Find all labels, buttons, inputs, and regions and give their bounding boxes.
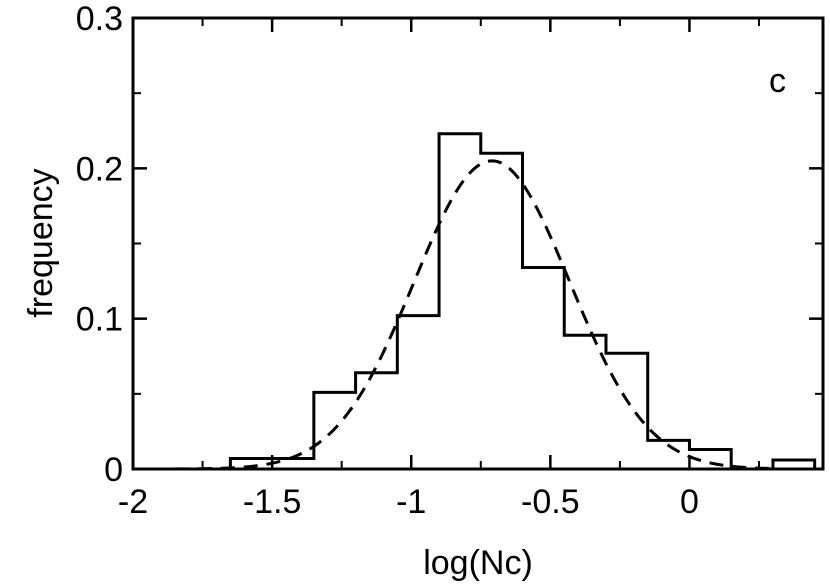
gaussian-fit-curve — [174, 159, 773, 471]
y-tick-label: 0.3 — [76, 0, 123, 38]
y-axis-label: frequency — [22, 168, 60, 317]
x-tick-label: -2 — [118, 483, 148, 521]
histogram-steps — [228, 132, 817, 471]
x-axis-label: log(Nc) — [423, 544, 533, 582]
x-axis-ticks: -2 -1.5 -1 -0.5 0 — [118, 18, 761, 521]
y-tick-label: 0.1 — [76, 301, 123, 339]
plot-frame — [131, 16, 825, 471]
x-tick-label: -0.5 — [521, 483, 580, 521]
y-tick-label: 0 — [104, 451, 123, 489]
x-tick-label: 0 — [680, 483, 699, 521]
panel-label: c — [769, 62, 786, 100]
y-axis-ticks: 0 0.1 0.2 0.3 — [76, 0, 823, 489]
x-tick-label: -1.5 — [243, 483, 302, 521]
x-tick-label: -1 — [396, 483, 426, 521]
y-tick-label: 0.2 — [76, 150, 123, 188]
